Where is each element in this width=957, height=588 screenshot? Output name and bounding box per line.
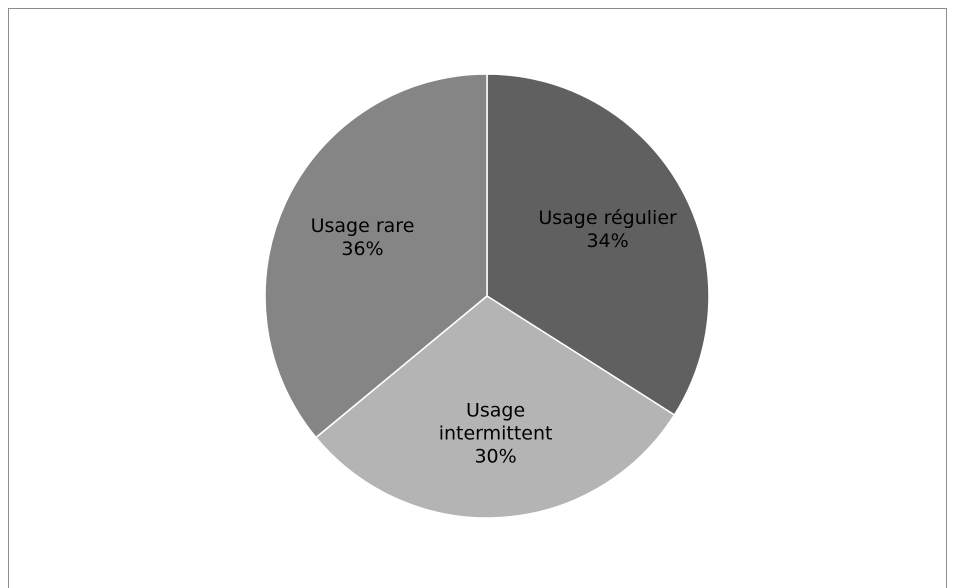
slice-percent-rare: 36% — [341, 238, 383, 260]
slice-name-intermittent: intermittent — [439, 422, 553, 444]
pie-slices — [264, 73, 710, 519]
slice-label-intermittent: Usage intermittent 30% — [439, 399, 553, 467]
slice-label-regulier: Usage régulier 34% — [538, 207, 677, 252]
pie-labels: Usage régulier 34%Usage intermittent 30%Usa… — [311, 207, 677, 467]
pie-slice-regulier — [486, 73, 710, 416]
pie-slice-intermittent — [314, 295, 676, 519]
slice-percent-intermittent: 30% — [474, 445, 516, 467]
slice-name-regulier: Usage régulier — [538, 207, 677, 229]
pie-slice-rare — [264, 73, 488, 439]
slice-percent-regulier: 34% — [586, 230, 628, 252]
slice-name-rare: Usage rare — [311, 215, 415, 237]
slice-label-rare: Usage rare 36% — [311, 215, 415, 260]
slice-name-intermittent: Usage — [466, 399, 525, 421]
